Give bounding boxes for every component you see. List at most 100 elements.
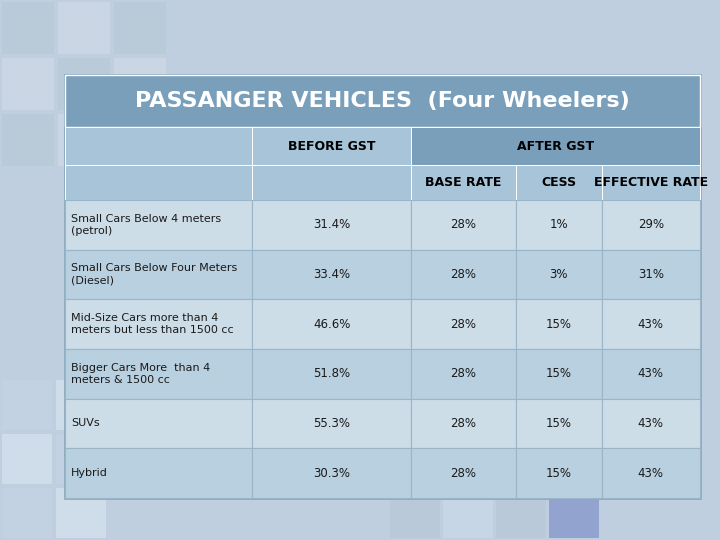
Text: 15%: 15%: [546, 318, 572, 330]
Bar: [65, 200, 252, 249]
Bar: [443, 435, 493, 485]
Text: 43%: 43%: [638, 467, 664, 480]
Text: 31%: 31%: [638, 268, 664, 281]
Bar: [2, 114, 54, 166]
Text: 46.6%: 46.6%: [313, 318, 351, 330]
Bar: [252, 299, 411, 349]
Bar: [252, 200, 411, 249]
Text: 28%: 28%: [451, 417, 477, 430]
Text: EFFECTIVE RATE: EFFECTIVE RATE: [594, 176, 708, 189]
Bar: [65, 399, 252, 448]
Bar: [602, 399, 700, 448]
Text: AFTER GST: AFTER GST: [517, 139, 594, 152]
Text: Hybrid: Hybrid: [71, 468, 108, 478]
Bar: [602, 349, 700, 399]
Bar: [516, 249, 602, 299]
Bar: [2, 380, 52, 430]
Bar: [602, 249, 700, 299]
Bar: [602, 165, 700, 200]
Bar: [58, 58, 110, 110]
Text: 1%: 1%: [549, 218, 568, 231]
Bar: [2, 2, 54, 54]
Bar: [56, 434, 106, 484]
Bar: [411, 299, 516, 349]
Text: 28%: 28%: [451, 318, 477, 330]
Bar: [411, 249, 516, 299]
Text: 3%: 3%: [549, 268, 568, 281]
Bar: [411, 399, 516, 448]
Bar: [65, 165, 252, 200]
Bar: [411, 448, 516, 498]
Text: 28%: 28%: [451, 367, 477, 380]
Text: 28%: 28%: [451, 268, 477, 281]
Bar: [390, 382, 440, 432]
Bar: [2, 58, 54, 110]
Bar: [114, 2, 166, 54]
Text: 43%: 43%: [638, 417, 664, 430]
Text: 28%: 28%: [451, 467, 477, 480]
Bar: [443, 382, 493, 432]
Text: 28%: 28%: [451, 218, 477, 231]
Bar: [516, 165, 602, 200]
Text: Mid-Size Cars more than 4
meters but less than 1500 cc: Mid-Size Cars more than 4 meters but les…: [71, 313, 233, 335]
Text: PASSANGER VEHICLES  (Four Wheelers): PASSANGER VEHICLES (Four Wheelers): [135, 91, 630, 111]
Bar: [56, 488, 106, 538]
Bar: [516, 448, 602, 498]
Bar: [496, 382, 546, 432]
Bar: [390, 488, 440, 538]
Bar: [65, 75, 700, 498]
Bar: [2, 434, 52, 484]
Bar: [58, 2, 110, 54]
Bar: [516, 200, 602, 249]
Bar: [65, 349, 252, 399]
Bar: [2, 488, 52, 538]
Text: CESS: CESS: [541, 176, 576, 189]
Text: 15%: 15%: [546, 467, 572, 480]
Text: 51.8%: 51.8%: [313, 367, 350, 380]
Text: 15%: 15%: [546, 367, 572, 380]
Text: 55.3%: 55.3%: [313, 417, 350, 430]
Bar: [114, 58, 166, 110]
Bar: [252, 349, 411, 399]
Bar: [602, 200, 700, 249]
Bar: [58, 114, 110, 166]
Bar: [65, 299, 252, 349]
Bar: [390, 435, 440, 485]
Bar: [549, 382, 599, 432]
Bar: [602, 299, 700, 349]
Text: 15%: 15%: [546, 417, 572, 430]
Text: BASE RATE: BASE RATE: [426, 176, 502, 189]
Bar: [65, 75, 700, 127]
Bar: [56, 380, 106, 430]
Bar: [516, 399, 602, 448]
Bar: [252, 127, 411, 165]
Bar: [65, 127, 252, 165]
Bar: [516, 299, 602, 349]
Bar: [411, 127, 700, 165]
Text: 43%: 43%: [638, 318, 664, 330]
Bar: [65, 448, 252, 498]
Text: 30.3%: 30.3%: [313, 467, 350, 480]
Text: 43%: 43%: [638, 367, 664, 380]
Text: 29%: 29%: [638, 218, 664, 231]
Bar: [411, 165, 516, 200]
Text: 31.4%: 31.4%: [313, 218, 351, 231]
Bar: [114, 114, 166, 166]
Bar: [411, 200, 516, 249]
Text: Small Cars Below 4 meters
(petrol): Small Cars Below 4 meters (petrol): [71, 214, 221, 236]
Bar: [602, 448, 700, 498]
Bar: [443, 488, 493, 538]
Bar: [411, 349, 516, 399]
Text: SUVs: SUVs: [71, 418, 99, 429]
Text: Small Cars Below Four Meters
(Diesel): Small Cars Below Four Meters (Diesel): [71, 264, 238, 286]
Text: BEFORE GST: BEFORE GST: [288, 139, 375, 152]
Bar: [252, 448, 411, 498]
Text: Bigger Cars More  than 4
meters & 1500 cc: Bigger Cars More than 4 meters & 1500 cc: [71, 363, 210, 385]
Bar: [549, 488, 599, 538]
Bar: [65, 249, 252, 299]
Bar: [252, 399, 411, 448]
Bar: [516, 349, 602, 399]
Bar: [252, 249, 411, 299]
Text: 33.4%: 33.4%: [313, 268, 350, 281]
Bar: [496, 435, 546, 485]
